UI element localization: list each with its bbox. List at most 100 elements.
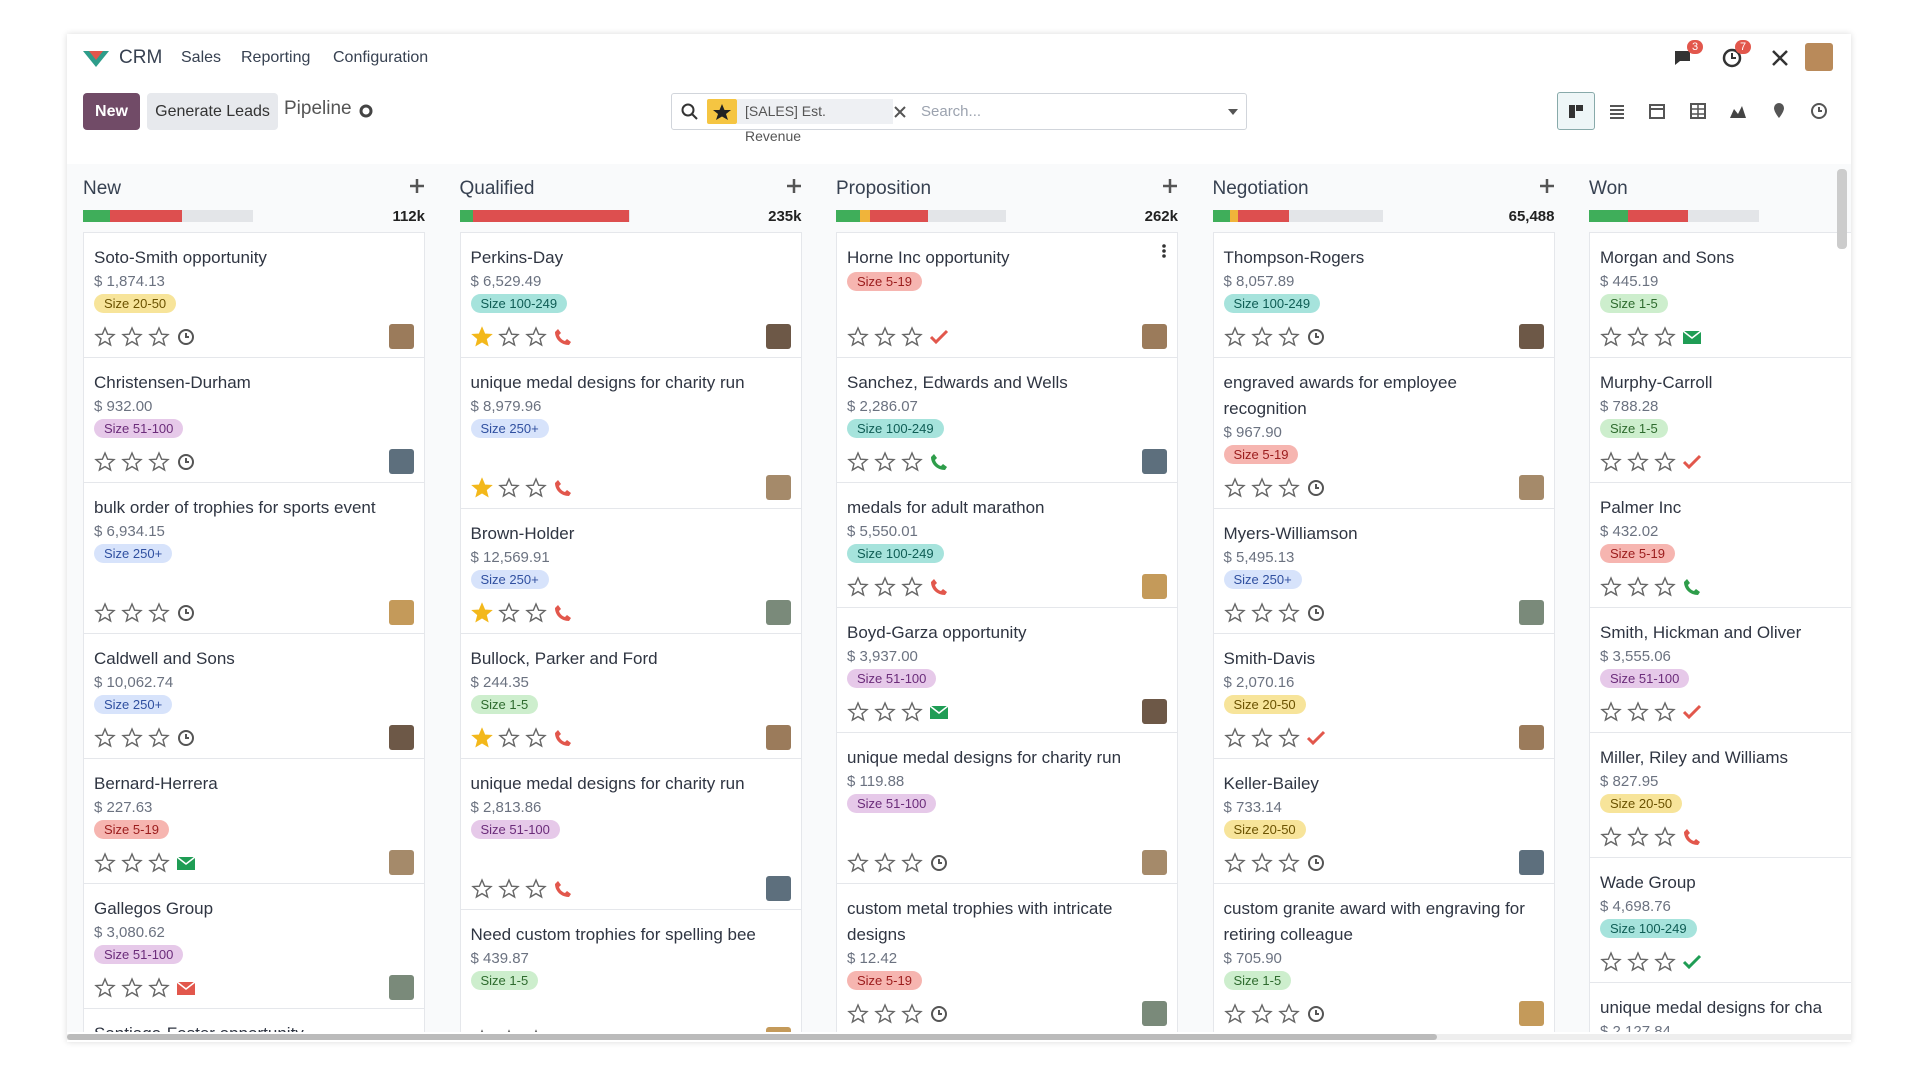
- priority-star[interactable]: [1250, 602, 1273, 624]
- priority-star[interactable]: [148, 852, 170, 874]
- kanban-card[interactable]: Boyd-Garza opportunity $ 3,937.00 Size 51-…: [837, 608, 1177, 733]
- activity-icon[interactable]: [552, 326, 574, 348]
- kanban-card[interactable]: custom metal trophies with intricate des…: [837, 884, 1177, 1032]
- priority-star[interactable]: [524, 602, 547, 624]
- activity-icon[interactable]: [928, 576, 950, 598]
- priority-star[interactable]: [847, 576, 869, 598]
- facet-remove[interactable]: [893, 105, 907, 119]
- kanban-card[interactable]: Bullock, Parker and Ford $ 244.35 Size 1-5: [460, 634, 801, 759]
- kanban-card[interactable]: Sanchez, Edwards and Wells $ 2,286.07 Size…: [837, 358, 1177, 483]
- activity-icon[interactable]: [552, 878, 574, 900]
- priority-star[interactable]: [901, 576, 923, 598]
- priority-star[interactable]: [1600, 451, 1622, 473]
- priority-star[interactable]: [1277, 852, 1300, 874]
- activity-icon[interactable]: [175, 451, 197, 473]
- add-button[interactable]: [786, 174, 802, 200]
- menu[interactable]: Reporting: [241, 49, 311, 66]
- priority-star[interactable]: [497, 878, 520, 900]
- priority-star[interactable]: [497, 727, 520, 749]
- kanban-card[interactable]: Keller-Bailey $ 733.14 Size 20-50: [1213, 759, 1554, 884]
- kanban-card[interactable]: Horne Inc opportunity Size 5-19: [837, 233, 1177, 358]
- priority-star[interactable]: [847, 451, 869, 473]
- priority-star[interactable]: [148, 602, 170, 624]
- priority-star[interactable]: [874, 326, 896, 348]
- priority-star[interactable]: [524, 727, 547, 749]
- activity-icon[interactable]: [1681, 701, 1703, 723]
- priority-star[interactable]: [1223, 602, 1246, 624]
- app-name[interactable]: CRM: [119, 47, 163, 68]
- priority-star[interactable]: [1250, 477, 1273, 499]
- activity-icon[interactable]: [552, 727, 574, 749]
- priority-star[interactable]: [1250, 1003, 1273, 1025]
- user-avatar[interactable]: [1805, 43, 1833, 71]
- activity-icon[interactable]: [1305, 602, 1327, 624]
- generate-leads-button[interactable]: Generate Leads: [147, 93, 278, 130]
- priority-star[interactable]: [121, 451, 143, 473]
- tools-icon[interactable]: [1770, 48, 1790, 68]
- activity-icon[interactable]: [175, 326, 197, 348]
- kanban-card[interactable]: Need custom trophies for spelling bee $ 4…: [461, 910, 801, 1032]
- priority-star[interactable]: [524, 878, 547, 900]
- activity-icon[interactable]: [1681, 951, 1703, 973]
- priority-star[interactable]: [148, 977, 170, 999]
- priority-star[interactable]: [94, 326, 116, 348]
- kanban-card[interactable]: medals for adult marathon $ 5,550.01 Size …: [837, 483, 1177, 608]
- priority-star[interactable]: [901, 852, 923, 874]
- view-button[interactable]: [1638, 92, 1676, 130]
- priority-star[interactable]: [874, 576, 896, 598]
- kanban-card[interactable]: Smith-Davis $ 2,070.16 Size 20-50: [1213, 634, 1554, 759]
- priority-star[interactable]: [1627, 451, 1649, 473]
- kanban-card[interactable]: Caldwell and Sons $ 10,062.74 Size 250+: [84, 634, 424, 759]
- activity-icon[interactable]: [928, 326, 950, 348]
- priority-star[interactable]: [497, 326, 520, 348]
- kanban-card[interactable]: Soto-Smith opportunity $ 1,874.13 Size 20-…: [84, 233, 424, 358]
- priority-star[interactable]: [1600, 326, 1622, 348]
- activity-icon[interactable]: [175, 852, 197, 874]
- kanban-card[interactable]: custom granite award with engraving for …: [1214, 884, 1554, 1032]
- priority-star[interactable]: [1627, 326, 1649, 348]
- priority-star[interactable]: [874, 1003, 896, 1025]
- priority-star[interactable]: [1277, 326, 1300, 348]
- kanban-card[interactable]: Wade Group $ 4,698.76 Size 100-249: [1590, 858, 1851, 983]
- priority-star[interactable]: [121, 977, 143, 999]
- view-button[interactable]: [1719, 92, 1757, 130]
- priority-star[interactable]: [847, 1003, 869, 1025]
- priority-star[interactable]: [498, 1029, 520, 1032]
- priority-star[interactable]: [94, 977, 116, 999]
- priority-star[interactable]: [471, 1029, 493, 1032]
- activity-icon[interactable]: [1681, 576, 1703, 598]
- priority-star[interactable]: [524, 326, 547, 348]
- activity-icon[interactable]: [552, 1029, 574, 1032]
- priority-star[interactable]: [901, 326, 923, 348]
- priority-star[interactable]: [1277, 477, 1300, 499]
- view-button[interactable]: [1760, 92, 1798, 130]
- view-button[interactable]: [1800, 92, 1838, 130]
- priority-star[interactable]: [1600, 826, 1622, 848]
- priority-star[interactable]: [1223, 852, 1246, 874]
- kanban-card[interactable]: Miller, Riley and Williams $ 827.95 Size 2…: [1590, 733, 1851, 858]
- kanban-card[interactable]: Brown-Holder $ 12,569.91 Size 250+: [460, 509, 801, 634]
- activity-icon[interactable]: [1305, 1003, 1327, 1025]
- kanban-card[interactable]: unique medal designs for cha $ 2,127.84: [1590, 983, 1851, 1032]
- priority-star[interactable]: [148, 326, 170, 348]
- priority-star[interactable]: [148, 451, 170, 473]
- menu[interactable]: Sales: [181, 49, 222, 66]
- activity-icon[interactable]: [1681, 451, 1703, 473]
- priority-star[interactable]: [847, 852, 869, 874]
- activity-icon[interactable]: [1305, 727, 1327, 749]
- priority-star[interactable]: [121, 602, 143, 624]
- priority-star[interactable]: [470, 602, 493, 624]
- h-scrollbar[interactable]: [67, 1034, 1851, 1040]
- priority-star[interactable]: [94, 852, 116, 874]
- menu[interactable]: Configuration: [333, 49, 429, 66]
- priority-star[interactable]: [901, 451, 923, 473]
- priority-star[interactable]: [497, 602, 520, 624]
- kanban-card[interactable]: Thompson-Rogers $ 8,057.89 Size 100-249: [1213, 233, 1554, 358]
- priority-star[interactable]: [1250, 852, 1273, 874]
- priority-star[interactable]: [470, 878, 493, 900]
- activity-icon[interactable]: [928, 852, 950, 874]
- priority-star[interactable]: [1654, 951, 1676, 973]
- activity-icon[interactable]: [1305, 326, 1327, 348]
- chat-icon[interactable]: [1672, 47, 1696, 69]
- priority-star[interactable]: [1223, 326, 1246, 348]
